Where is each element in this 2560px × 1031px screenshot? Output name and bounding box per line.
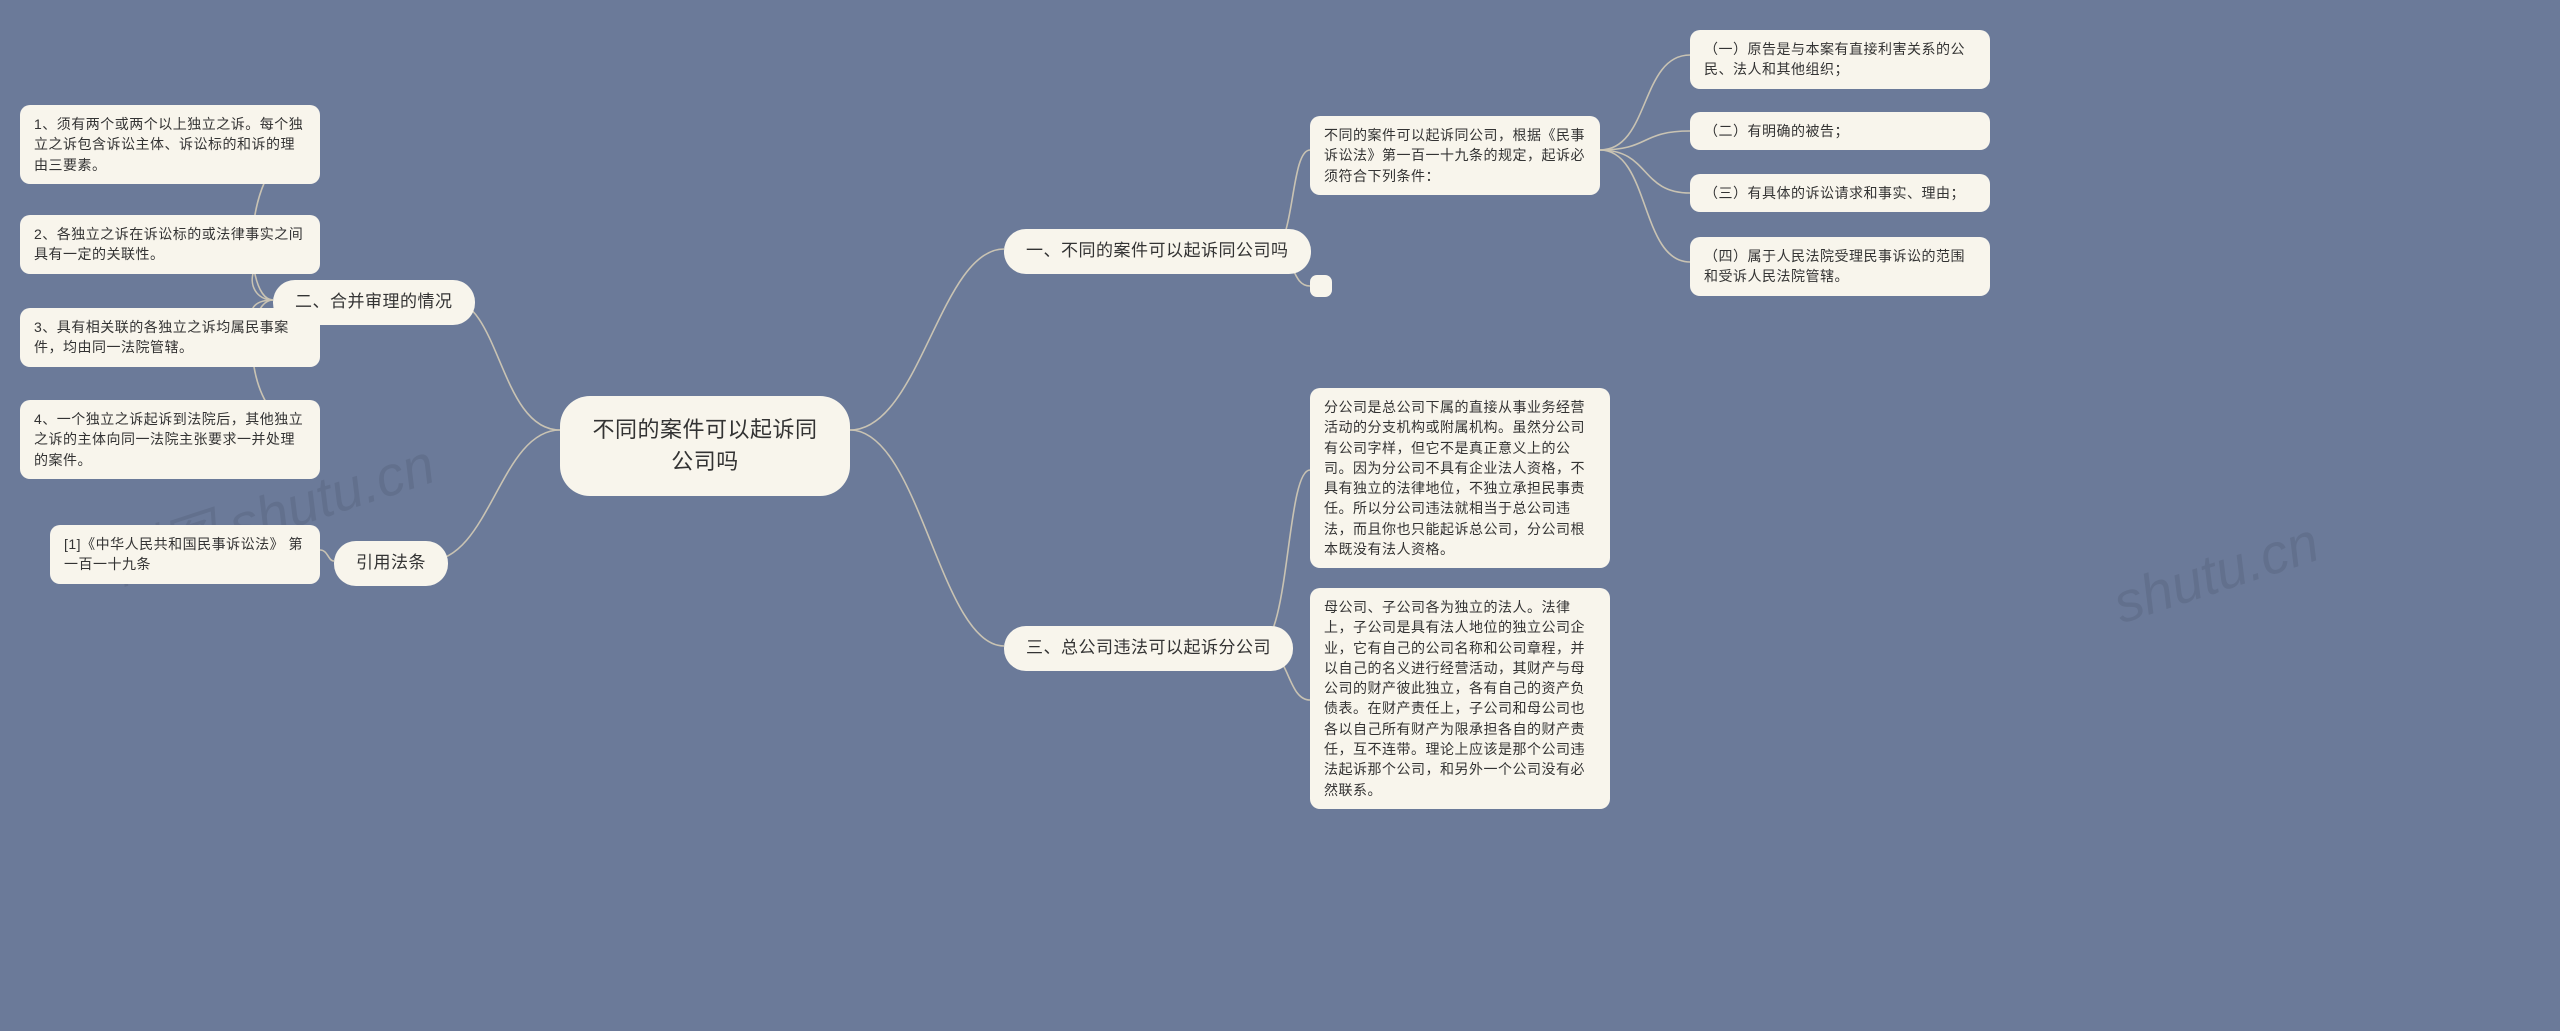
branch-3-child-1[interactable]: 分公司是总公司下属的直接从事业务经营活动的分支机构或附属机构。虽然分公司有公司字… (1310, 388, 1610, 568)
branch-1-child-2-empty[interactable] (1310, 275, 1332, 297)
branch-1-gc-c[interactable]: （三）有具体的诉讼请求和事实、理由； (1690, 174, 1990, 212)
branch-1-gc-d-text: （四）属于人民法院受理民事诉讼的范围和受诉人民法院管辖。 (1704, 248, 1965, 284)
watermark-2: shutu.cn (2105, 509, 2326, 636)
branch-3[interactable]: 三、总公司违法可以起诉分公司 (1004, 626, 1293, 671)
branch-3-child-2-text: 母公司、子公司各为独立的法人。法律上，子公司是具有法人地位的独立公司企业，它有自… (1324, 599, 1585, 798)
branch-3-text: 三、总公司违法可以起诉分公司 (1026, 638, 1271, 657)
branch-4-child-1-text: [1]《中华人民共和国民事诉讼法》 第一百一十九条 (64, 536, 303, 572)
branch-1-gc-b-text: （二）有明确的被告； (1704, 123, 1849, 139)
branch-1-gc-a-text: （一）原告是与本案有直接利害关系的公民、法人和其他组织； (1704, 41, 1965, 77)
branch-1-text: 一、不同的案件可以起诉同公司吗 (1026, 241, 1289, 260)
branch-1-gc-c-text: （三）有具体的诉讼请求和事实、理由； (1704, 185, 1965, 201)
branch-1-child-1[interactable]: 不同的案件可以起诉同公司，根据《民事诉讼法》第一百一十九条的规定，起诉必须符合下… (1310, 116, 1600, 195)
branch-1-gc-d[interactable]: （四）属于人民法院受理民事诉讼的范围和受诉人民法院管辖。 (1690, 237, 1990, 296)
root-node[interactable]: 不同的案件可以起诉同公司吗 (560, 396, 850, 496)
branch-2-child-4-text: 4、一个独立之诉起诉到法院后，其他独立之诉的主体向同一法院主张要求一并处理的案件… (34, 411, 303, 468)
branch-4-child-1[interactable]: [1]《中华人民共和国民事诉讼法》 第一百一十九条 (50, 525, 320, 584)
branch-2-child-1-text: 1、须有两个或两个以上独立之诉。每个独立之诉包含诉讼主体、诉讼标的和诉的理由三要… (34, 116, 303, 173)
branch-1[interactable]: 一、不同的案件可以起诉同公司吗 (1004, 229, 1311, 274)
branch-4[interactable]: 引用法条 (334, 541, 448, 586)
root-text: 不同的案件可以起诉同公司吗 (592, 417, 817, 474)
branch-4-text: 引用法条 (356, 553, 426, 572)
branch-2-child-2-text: 2、各独立之诉在诉讼标的或法律事实之间具有一定的关联性。 (34, 226, 303, 262)
branch-2-child-4[interactable]: 4、一个独立之诉起诉到法院后，其他独立之诉的主体向同一法院主张要求一并处理的案件… (20, 400, 320, 479)
branch-3-child-1-text: 分公司是总公司下属的直接从事业务经营活动的分支机构或附属机构。虽然分公司有公司字… (1324, 399, 1585, 557)
branch-2-child-1[interactable]: 1、须有两个或两个以上独立之诉。每个独立之诉包含诉讼主体、诉讼标的和诉的理由三要… (20, 105, 320, 184)
branch-1-child-1-text: 不同的案件可以起诉同公司，根据《民事诉讼法》第一百一十九条的规定，起诉必须符合下… (1324, 127, 1585, 184)
connectors (0, 0, 2560, 1031)
branch-2-child-3-text: 3、具有相关联的各独立之诉均属民事案件，均由同一法院管辖。 (34, 319, 289, 355)
branch-3-child-2[interactable]: 母公司、子公司各为独立的法人。法律上，子公司是具有法人地位的独立公司企业，它有自… (1310, 588, 1610, 809)
branch-2-child-2[interactable]: 2、各独立之诉在诉讼标的或法律事实之间具有一定的关联性。 (20, 215, 320, 274)
branch-1-gc-b[interactable]: （二）有明确的被告； (1690, 112, 1990, 150)
branch-2-child-3[interactable]: 3、具有相关联的各独立之诉均属民事案件，均由同一法院管辖。 (20, 308, 320, 367)
branch-1-gc-a[interactable]: （一）原告是与本案有直接利害关系的公民、法人和其他组织； (1690, 30, 1990, 89)
branch-2-text: 二、合并审理的情况 (295, 292, 453, 311)
